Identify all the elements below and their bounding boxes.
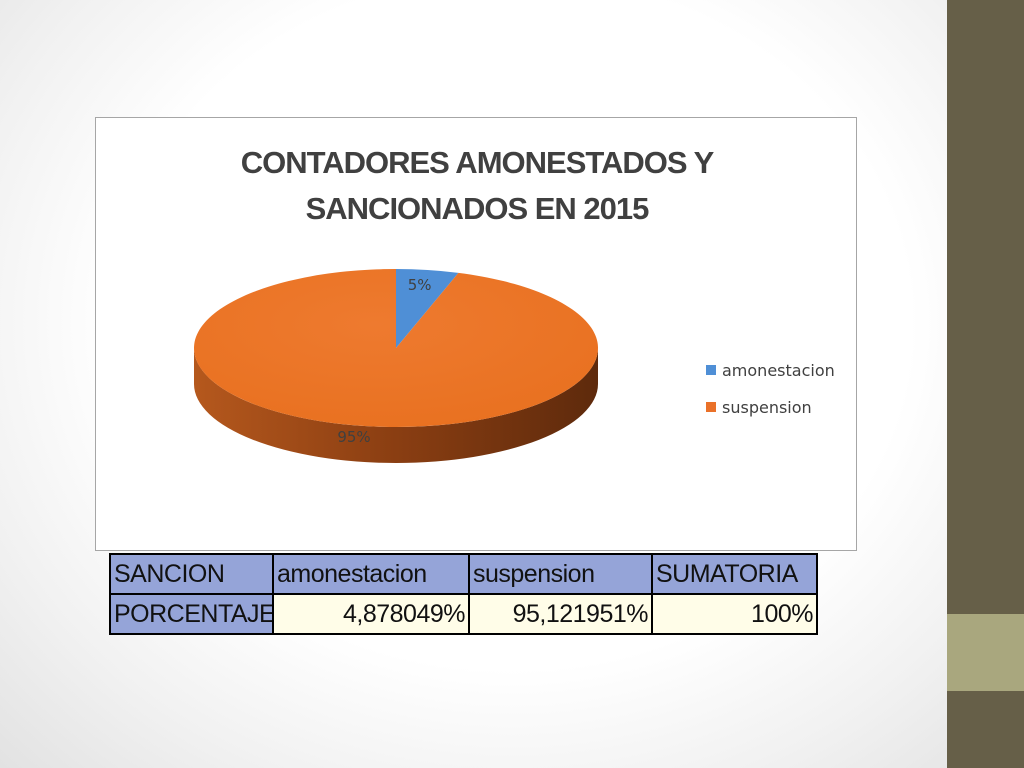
chart-legend: amonestacion suspension <box>706 357 835 431</box>
table-header-cell: suspension <box>468 553 653 595</box>
legend-item-suspension: suspension <box>706 394 835 420</box>
table-cell: 95,121951% <box>468 593 653 635</box>
legend-swatch-suspension <box>706 402 716 412</box>
pie-side-wall <box>194 348 598 463</box>
data-table: SANCION amonestacion suspension SUMATORI… <box>109 553 818 635</box>
data-label-suspension: 95% <box>337 428 370 446</box>
table-row-label: PORCENTAJE <box>109 593 274 635</box>
data-label-amonestacion: 5% <box>408 276 432 294</box>
pie-slice-amonestacion <box>396 269 459 348</box>
slide-side-accent <box>947 614 1024 691</box>
chart-title-line-2: SANCIONADOS EN 2015 <box>305 191 650 226</box>
table-header-cell: amonestacion <box>272 553 470 595</box>
legend-item-amonestacion: amonestacion <box>706 357 835 383</box>
pie-slice-suspension <box>194 269 598 427</box>
pie-chart: 5% 95% <box>194 269 598 463</box>
legend-label-amonestacion: amonestacion <box>722 360 835 380</box>
table-header-row: SANCION amonestacion suspension SUMATORI… <box>109 553 818 595</box>
chart-title: CONTADORES AMONESTADOS Y SANCIONADOS EN … <box>96 140 858 232</box>
table-header-cell: SUMATORIA <box>651 553 818 595</box>
table-cell: 4,878049% <box>272 593 470 635</box>
chart-title-line-1: CONTADORES AMONESTADOS Y <box>240 145 715 180</box>
chart-area: CONTADORES AMONESTADOS Y SANCIONADOS EN … <box>95 117 857 551</box>
table-row: PORCENTAJE 4,878049% 95,121951% 100% <box>109 593 818 635</box>
table-header-cell: SANCION <box>109 553 274 595</box>
legend-label-suspension: suspension <box>722 397 812 417</box>
table-cell: 100% <box>651 593 818 635</box>
legend-swatch-amonestacion <box>706 365 716 375</box>
